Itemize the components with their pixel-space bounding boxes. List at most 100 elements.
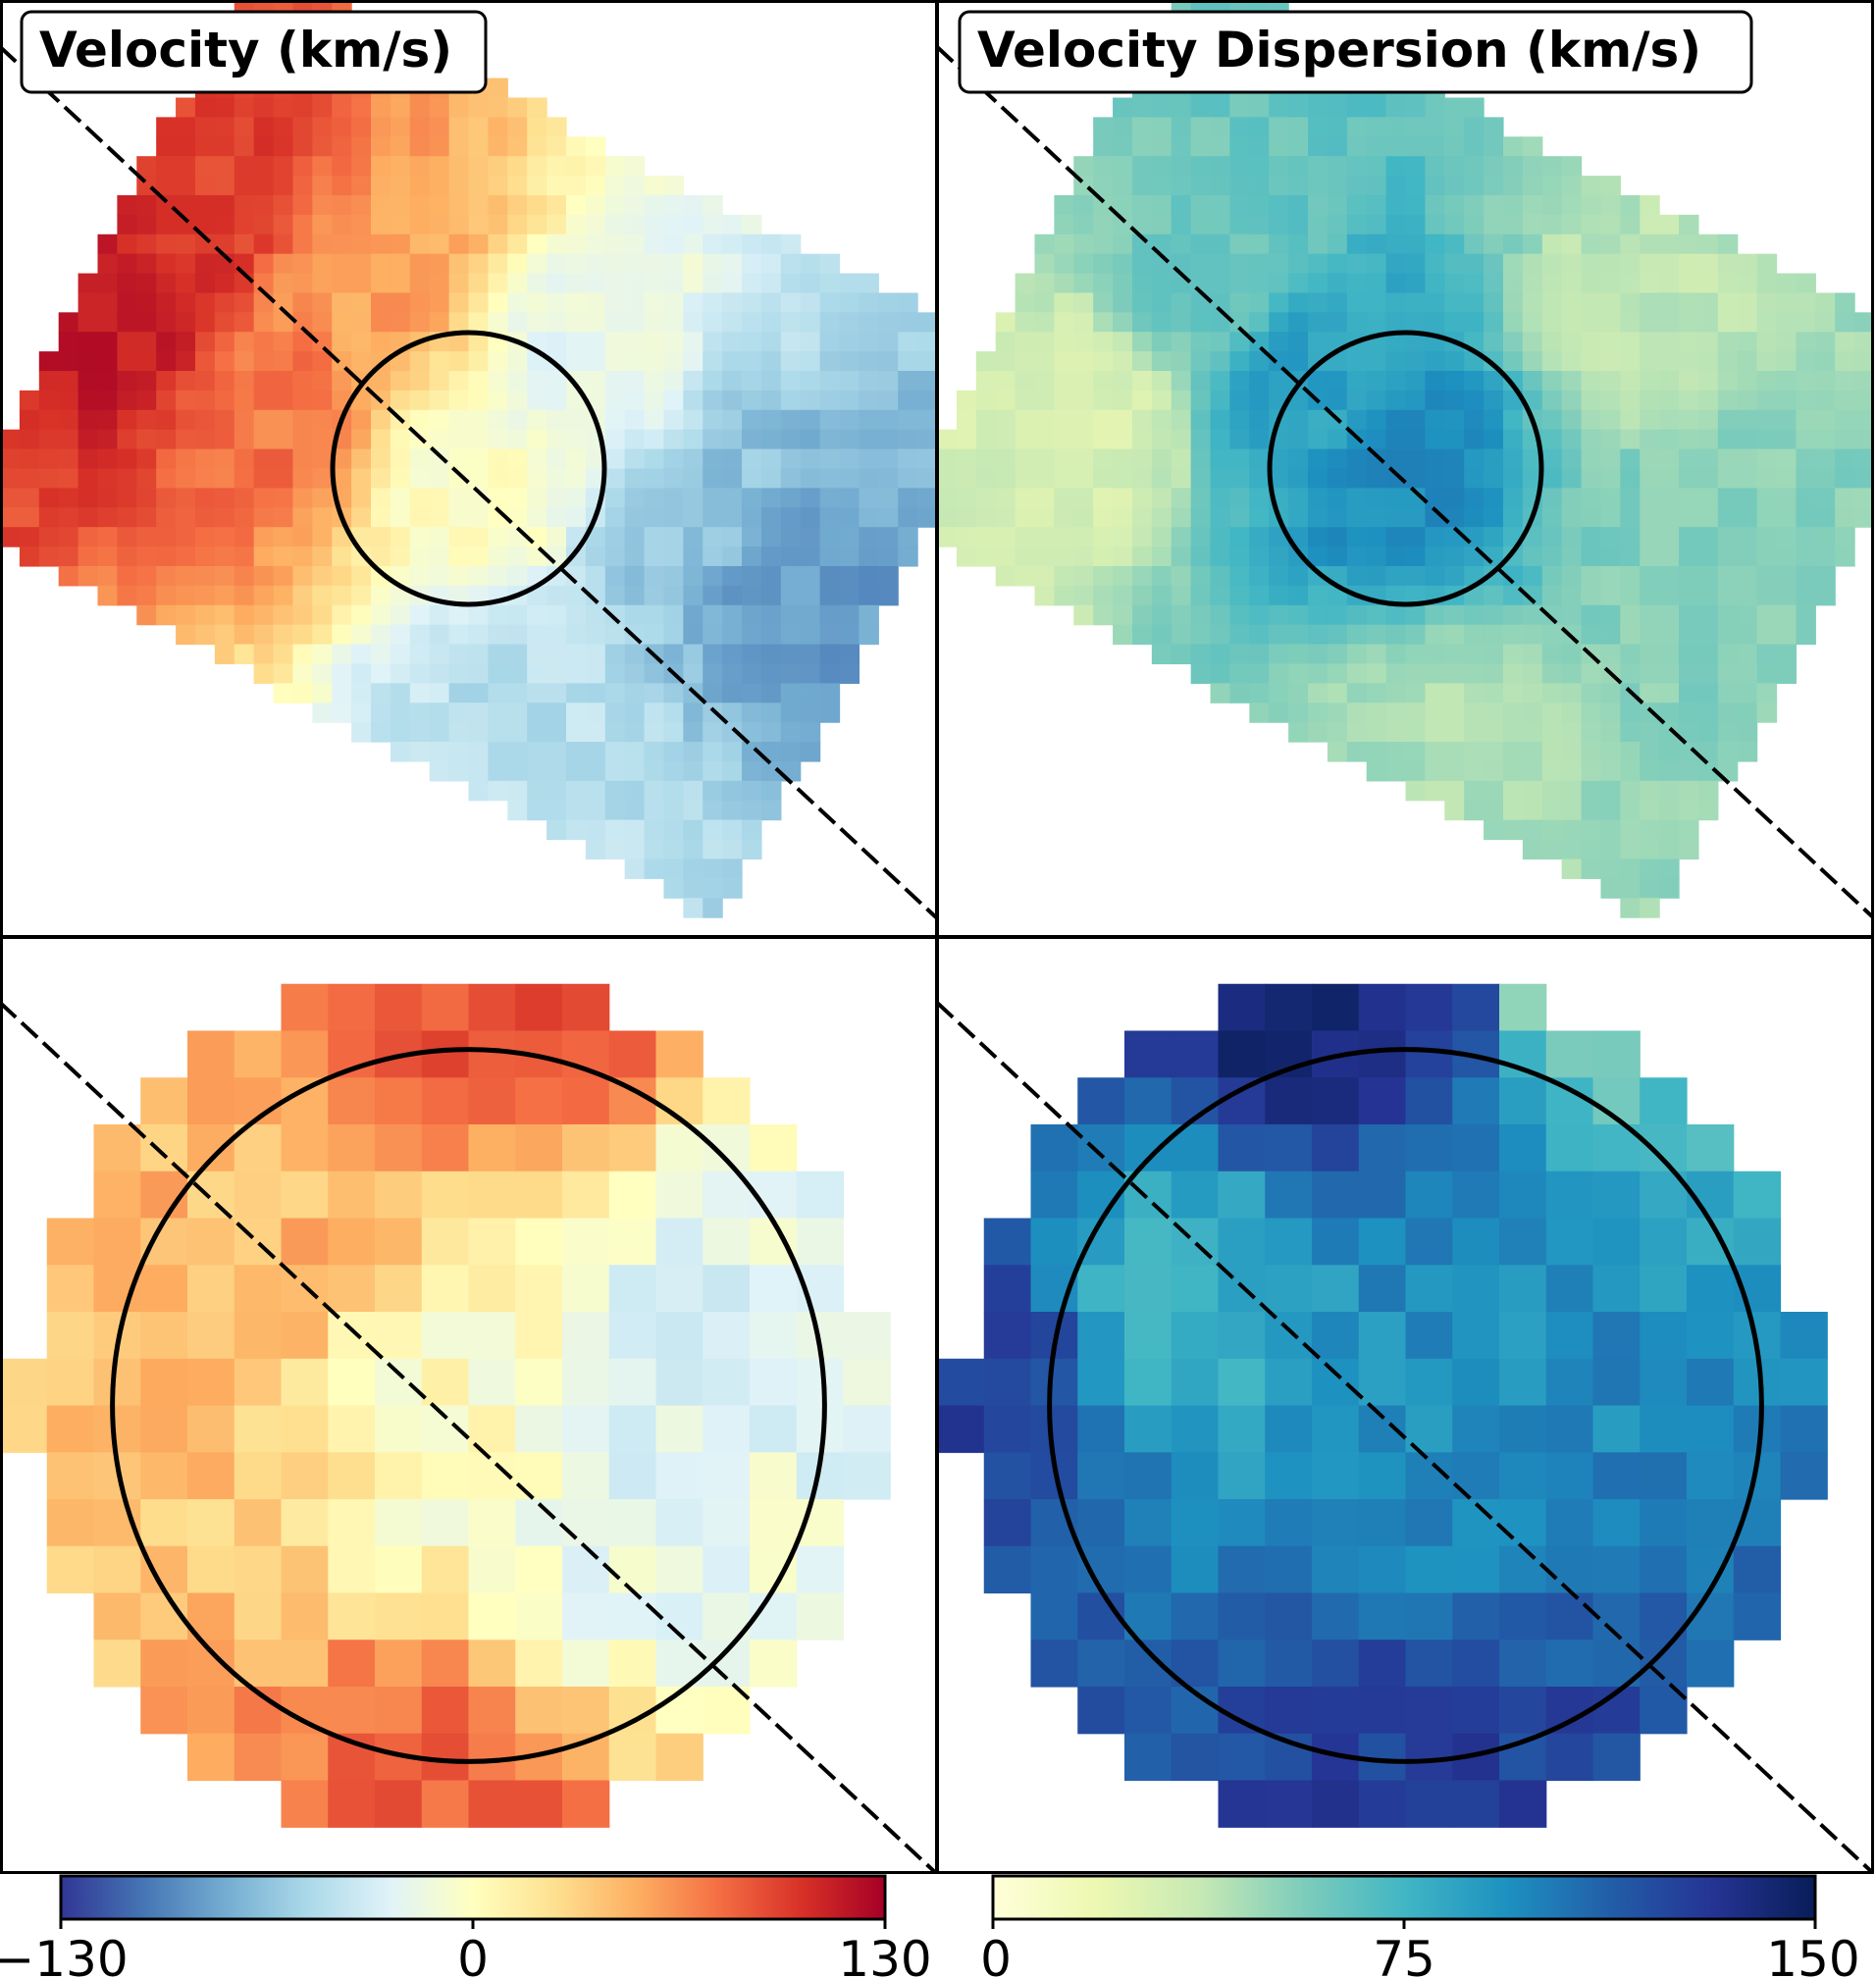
heatmap-cell bbox=[1405, 683, 1426, 703]
heatmap-cell bbox=[608, 1265, 657, 1313]
heatmap-cell bbox=[1034, 507, 1055, 528]
heatmap-cell bbox=[1054, 273, 1074, 294]
heatmap-cell bbox=[1171, 604, 1192, 626]
heatmap-cell bbox=[1502, 312, 1524, 333]
heatmap-cell bbox=[1366, 156, 1387, 177]
heatmap-cell bbox=[515, 1358, 563, 1407]
heatmap-cell bbox=[562, 1499, 610, 1547]
heatmap-cell bbox=[371, 194, 391, 216]
heatmap-cell bbox=[390, 429, 411, 450]
heatmap-cell bbox=[1620, 624, 1641, 646]
heatmap-cell bbox=[624, 722, 646, 743]
heatmap-cell bbox=[800, 527, 821, 547]
heatmap-cell bbox=[1502, 663, 1524, 684]
heatmap-cell bbox=[1269, 585, 1289, 606]
heatmap-cell bbox=[703, 1218, 751, 1266]
heatmap-cell bbox=[468, 1687, 516, 1735]
heatmap-cell bbox=[1854, 429, 1874, 450]
heatmap-cell bbox=[97, 390, 118, 411]
heatmap-cell bbox=[1717, 429, 1739, 450]
heatmap-cell bbox=[273, 332, 294, 352]
heatmap-cell bbox=[1600, 488, 1621, 508]
heatmap-cell bbox=[1269, 683, 1289, 703]
heatmap-cell bbox=[0, 488, 21, 508]
heatmap-cell bbox=[1541, 800, 1563, 821]
heatmap-cell bbox=[273, 585, 294, 606]
heatmap-cell bbox=[1717, 624, 1739, 646]
heatmap-cell bbox=[859, 488, 879, 508]
heatmap-cell bbox=[843, 1358, 891, 1407]
heatmap-cell bbox=[604, 780, 626, 802]
heatmap-cell bbox=[117, 371, 137, 391]
heatmap-cell bbox=[429, 507, 450, 528]
heatmap-cell bbox=[1679, 663, 1699, 684]
heatmap-cell bbox=[1679, 722, 1699, 743]
heatmap-cell bbox=[1464, 760, 1485, 782]
heatmap-cell bbox=[1541, 624, 1563, 646]
heatmap-cell bbox=[1131, 429, 1153, 450]
heatmap-cell bbox=[1288, 429, 1309, 450]
heatmap-cell bbox=[1054, 429, 1074, 450]
heatmap-cell bbox=[1545, 1171, 1594, 1220]
heatmap-cell bbox=[878, 488, 899, 508]
heatmap-cell bbox=[547, 663, 567, 684]
heatmap-cell bbox=[1592, 1452, 1641, 1500]
heatmap-cell bbox=[1815, 390, 1836, 411]
heatmap-cell bbox=[1327, 390, 1348, 411]
heatmap-cell bbox=[1425, 624, 1445, 646]
heatmap-cell bbox=[1600, 878, 1621, 899]
heatmap-cell bbox=[683, 253, 704, 275]
heatmap-cell bbox=[995, 332, 1016, 352]
heatmap-cell bbox=[1561, 859, 1583, 879]
heatmap-cell bbox=[547, 800, 567, 821]
heatmap-cell bbox=[1425, 409, 1445, 431]
heatmap-cell bbox=[1561, 604, 1583, 626]
heatmap-cell bbox=[1131, 390, 1153, 411]
heatmap-cell bbox=[468, 194, 489, 216]
heatmap-cell bbox=[1308, 234, 1329, 255]
heatmap-cell bbox=[1717, 448, 1739, 470]
heatmap-cell bbox=[1444, 742, 1465, 762]
heatmap-cell bbox=[176, 176, 196, 196]
heatmap-cell bbox=[1113, 176, 1133, 196]
heatmap-cell bbox=[565, 722, 587, 743]
heatmap-cell bbox=[1385, 332, 1407, 352]
heatmap-cell bbox=[1113, 117, 1133, 137]
heatmap-cell bbox=[1405, 565, 1426, 587]
heatmap-cell bbox=[1835, 312, 1855, 333]
heatmap-cell bbox=[1444, 722, 1465, 743]
heatmap-cell bbox=[1346, 312, 1368, 333]
heatmap-cell bbox=[1697, 780, 1719, 802]
heatmap-cell bbox=[1269, 97, 1289, 118]
heatmap-cell bbox=[187, 1124, 235, 1172]
heatmap-cell bbox=[507, 194, 528, 216]
heatmap-cell bbox=[1385, 644, 1407, 665]
heatmap-cell bbox=[97, 527, 118, 547]
heatmap-cell bbox=[722, 468, 743, 489]
heatmap-cell bbox=[1640, 1499, 1688, 1547]
heatmap-cell bbox=[562, 1171, 610, 1220]
heatmap-cell bbox=[1425, 429, 1445, 450]
heatmap-cell bbox=[390, 312, 411, 333]
heatmap-cell bbox=[1171, 488, 1192, 508]
heatmap-cell bbox=[1756, 351, 1778, 372]
heatmap-cell bbox=[1054, 332, 1074, 352]
heatmap-cell bbox=[1600, 585, 1621, 606]
heatmap-cell bbox=[644, 214, 665, 235]
velocity-tick-label: 0 bbox=[457, 1931, 489, 1978]
heatmap-cell bbox=[281, 1077, 329, 1125]
heatmap-cell bbox=[878, 409, 899, 431]
heatmap-cell bbox=[624, 604, 646, 626]
heatmap-cell bbox=[663, 683, 684, 703]
heatmap-cell bbox=[1312, 1452, 1360, 1500]
heatmap-cell bbox=[78, 507, 99, 528]
heatmap-cell bbox=[703, 1499, 751, 1547]
heatmap-cell bbox=[332, 194, 352, 216]
heatmap-cell bbox=[703, 839, 723, 860]
heatmap-cell bbox=[468, 136, 489, 157]
heatmap-cell bbox=[1717, 488, 1739, 508]
heatmap-cell bbox=[507, 703, 528, 723]
heatmap-cell bbox=[1131, 624, 1153, 646]
heatmap-cell bbox=[859, 604, 879, 626]
heatmap-cell bbox=[1600, 234, 1621, 255]
